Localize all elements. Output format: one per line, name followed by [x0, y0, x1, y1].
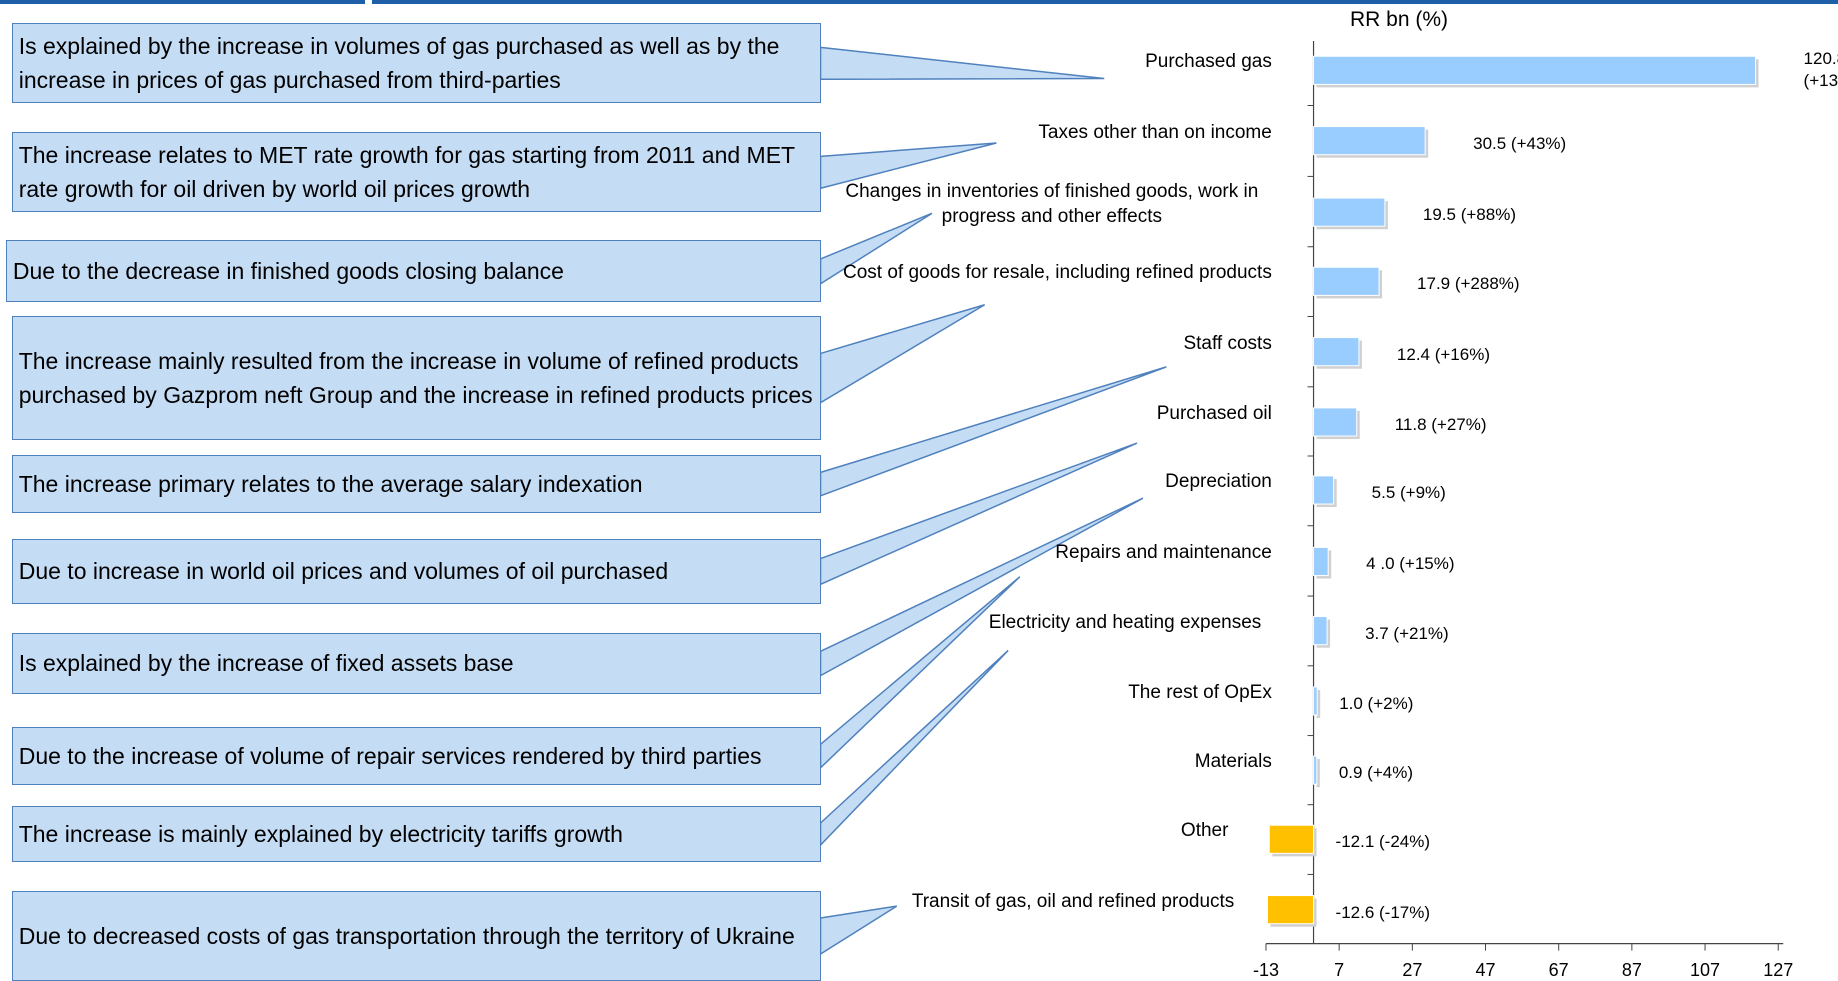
bar	[1313, 266, 1380, 296]
value-label: 12.4 (+16%)	[1396, 344, 1490, 364]
value-label: 0.9 (+4%)	[1338, 763, 1414, 783]
bar	[1313, 197, 1386, 227]
category-label: Repairs and maintenance	[1055, 542, 1272, 564]
x-tick-label: 47	[1475, 959, 1496, 980]
callout-pointer	[819, 304, 986, 404]
x-tick-label: 67	[1548, 959, 1569, 980]
x-tick-label: 27	[1402, 959, 1423, 980]
top-bar	[0, 0, 365, 4]
bar	[1313, 407, 1358, 437]
callout-pointer	[819, 650, 1009, 847]
value-label: -12.6 (-17%)	[1335, 902, 1431, 922]
x-tick-label: 127	[1763, 959, 1794, 980]
category-label: Transit of gas, oil and refined products	[911, 890, 1235, 912]
callout-pointer	[819, 366, 1167, 497]
bar	[1313, 126, 1426, 156]
callout: Due to increase in world oil prices and …	[11, 539, 821, 604]
value-label: 4 .0 (+15%)	[1366, 554, 1455, 574]
category-label: Purchased oil	[1156, 402, 1272, 424]
bar	[1313, 616, 1328, 646]
callout: Is explained by the increase in volumes …	[11, 23, 821, 104]
value-label: 5.5 (+9%)	[1371, 482, 1446, 502]
callout-pointer	[819, 497, 1144, 677]
bar	[1313, 337, 1360, 367]
bar-shadow	[1316, 689, 1321, 719]
bar	[1313, 546, 1329, 577]
callout: The increase mainly resulted from the in…	[11, 316, 821, 440]
callout: Due to the decrease in finished goods cl…	[5, 240, 821, 303]
category-label: Electricity and heating expenses	[988, 611, 1262, 633]
category-label: Cost of goods for resale, including refi…	[843, 262, 1272, 284]
bar	[1313, 55, 1757, 85]
callout-pointer	[819, 46, 1105, 80]
x-tick-label: 87	[1621, 959, 1642, 980]
bar	[1313, 686, 1318, 716]
category-label: Purchased gas	[1145, 51, 1272, 73]
value-label: 3.7 (+21%)	[1365, 623, 1449, 643]
callout: The increase relates to MET rate growth …	[11, 132, 821, 213]
bar	[1313, 475, 1335, 505]
callout: Due to decreased costs of gas transporta…	[11, 890, 821, 981]
bar-shadow	[1316, 759, 1320, 788]
bar	[1266, 895, 1315, 925]
x-tick-label: 7	[1334, 959, 1345, 980]
bar	[1313, 755, 1318, 785]
callout: The increase is mainly explained by elec…	[11, 806, 821, 862]
bar	[1268, 824, 1315, 854]
category-label: Depreciation	[1165, 470, 1272, 492]
callout: The increase primary relates to the aver…	[11, 454, 821, 514]
top-bar	[372, 0, 1838, 4]
callout-pointer	[819, 142, 997, 190]
category-label: Taxes other than on income	[1038, 121, 1272, 143]
callout: Due to the increase of volume of repair …	[11, 726, 821, 786]
value-label: -12.1 (-24%)	[1335, 832, 1431, 852]
callout-pointer	[819, 576, 1021, 770]
x-tick-label: 107	[1690, 959, 1721, 980]
category-label: Other	[1180, 820, 1229, 842]
callout-pointer	[819, 905, 898, 956]
value-label: 19.5 (+88%)	[1422, 205, 1516, 225]
x-tick-label: -13	[1252, 959, 1279, 980]
value-label: 30.5 (+43%)	[1473, 133, 1567, 153]
callout-pointer	[819, 212, 933, 286]
category-label: Materials	[1194, 751, 1272, 773]
callout-pointer	[819, 442, 1138, 586]
value-label: 120.8 (+139%)	[1803, 49, 1838, 91]
category-label: The rest of OpEx	[1128, 681, 1272, 703]
callout: Is explained by the increase of fixed as…	[11, 632, 821, 694]
axis-title: RR bn (%)	[1350, 8, 1449, 31]
value-label: 1.0 (+2%)	[1339, 693, 1414, 713]
category-label: Changes in inventories of finished goods…	[845, 181, 1259, 228]
value-label: 11.8 (+27%)	[1394, 414, 1487, 434]
category-label: Staff costs	[1183, 332, 1272, 354]
value-label: 17.9 (+288%)	[1417, 274, 1520, 294]
